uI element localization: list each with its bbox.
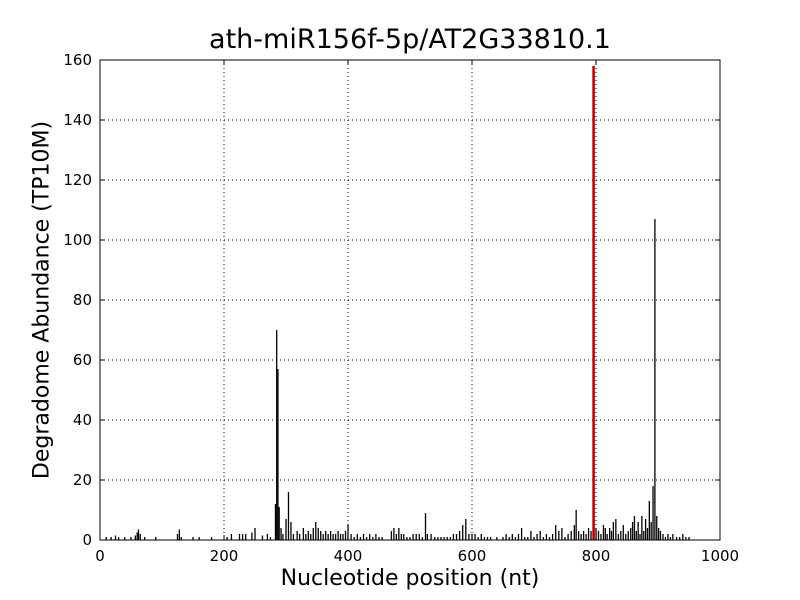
y-tick-label: 80 bbox=[73, 291, 92, 309]
y-tick-label: 0 bbox=[82, 531, 92, 549]
tick-layer: 0 20 40 60 80 100 120 140 160 0 200 400 600 800 1000 bbox=[63, 51, 739, 565]
y-tick-label: 160 bbox=[63, 51, 92, 69]
x-axis-label: Nucleotide position (nt) bbox=[280, 566, 540, 591]
y-tick-label: 120 bbox=[63, 171, 92, 189]
x-tick-label: 0 bbox=[95, 547, 105, 565]
x-tick-label: 800 bbox=[582, 547, 611, 565]
bar-layer bbox=[105, 66, 690, 540]
x-tick-label: 200 bbox=[210, 547, 239, 565]
x-tick-label: 600 bbox=[458, 547, 487, 565]
y-tick-label: 20 bbox=[73, 471, 92, 489]
x-tick-label: 1000 bbox=[701, 547, 739, 565]
chart-title: ath-miR156f-5p/AT2G33810.1 bbox=[209, 24, 611, 55]
y-tick-label: 40 bbox=[73, 411, 92, 429]
grid-layer bbox=[99, 59, 721, 541]
plot-frame bbox=[99, 59, 721, 541]
x-tick-label: 400 bbox=[334, 547, 363, 565]
y-tick-label: 140 bbox=[63, 111, 92, 129]
y-tick-label: 60 bbox=[73, 351, 92, 369]
y-tick-label: 100 bbox=[63, 231, 92, 249]
